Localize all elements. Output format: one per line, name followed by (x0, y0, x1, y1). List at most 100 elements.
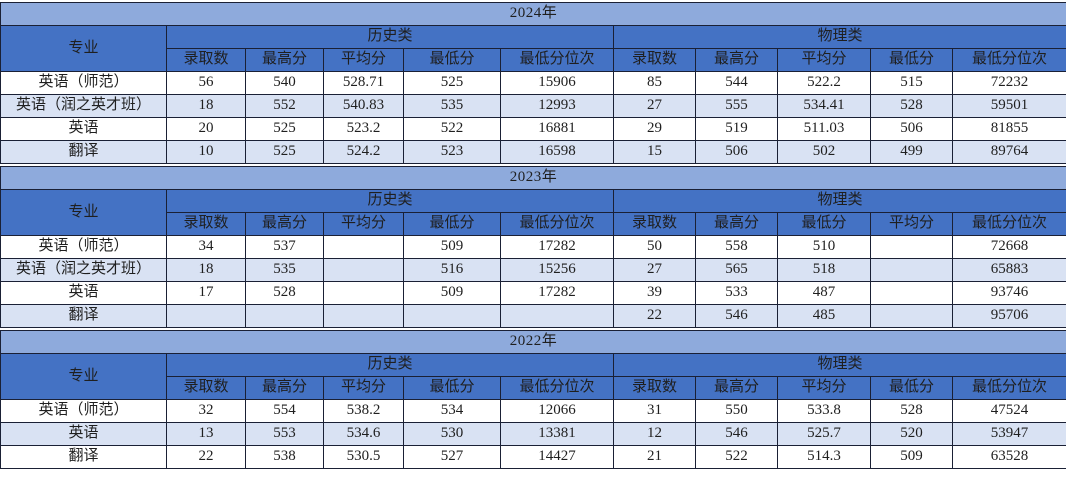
column-header: 平均分 (323, 48, 404, 72)
table-row: 英语（师范） 32 554 538.2 534 12066 31 550 533.8 528 475… (0, 399, 1066, 423)
value-cell (870, 258, 953, 282)
value-cell (323, 281, 404, 305)
value-cell: 93746 (951, 281, 1066, 305)
major-cell: 英语（师范） (0, 71, 167, 95)
value-cell: 525 (245, 117, 324, 141)
value-cell: 39 (613, 281, 696, 305)
value-cell: 72232 (951, 71, 1066, 95)
value-cell: 534.6 (323, 422, 404, 446)
group-header-row: 专业 历史类 物理类 (0, 25, 1066, 72)
major-cell: 英语（师范） (0, 399, 167, 423)
column-header: 最高分 (245, 212, 324, 236)
major-cell: 英语（润之英才班） (0, 94, 167, 118)
year-header-row: 2024年 (0, 2, 1066, 26)
table-row: 英语 20 525 523.2 522 16881 29 519 511.03 506 81855 (0, 117, 1066, 141)
value-cell: 510 (777, 235, 871, 259)
group-header-physics: 物理类 (612, 353, 1066, 377)
value-cell: 525.7 (777, 422, 871, 446)
value-cell (323, 235, 404, 259)
value-cell: 534 (403, 399, 501, 423)
value-cell: 21 (613, 445, 696, 469)
column-header: 录取数 (166, 376, 246, 400)
value-cell (323, 258, 404, 282)
group-header-history: 历史类 (166, 189, 614, 213)
value-cell: 520 (870, 422, 953, 446)
group-header-physics: 物理类 (612, 25, 1066, 49)
value-cell: 15256 (500, 258, 614, 282)
value-cell: 546 (695, 422, 778, 446)
year-section-table-2022: 2022年 专业 历史类 物理类 录取数 最高分 平均分 最低分 最低分位次 录取数 最高分 平均分最… (0, 330, 1066, 469)
value-cell: 528 (870, 94, 953, 118)
value-cell: 89764 (951, 140, 1066, 164)
column-header: 录取数 (613, 212, 696, 236)
value-cell: 32 (166, 399, 246, 423)
value-cell: 27 (613, 94, 696, 118)
group-header-history: 历史类 (166, 25, 614, 49)
value-cell: 530.5 (323, 445, 404, 469)
value-cell: 516 (403, 258, 501, 282)
value-cell: 29 (613, 117, 696, 141)
column-header: 最低分位次 (500, 212, 614, 236)
value-cell: 18 (166, 258, 246, 282)
value-cell: 485 (777, 304, 871, 328)
column-header: 平均分 (870, 212, 953, 236)
value-cell: 18 (166, 94, 246, 118)
value-cell: 502 (777, 140, 871, 164)
value-cell: 16881 (500, 117, 614, 141)
value-cell: 56 (166, 71, 246, 95)
value-cell: 514.3 (777, 445, 871, 469)
major-cell: 翻译 (0, 140, 167, 164)
value-cell: 22 (166, 445, 246, 469)
value-cell: 523 (403, 140, 501, 164)
value-cell (245, 304, 324, 328)
major-cell: 英语 (0, 281, 167, 305)
value-cell: 537 (245, 235, 324, 259)
value-cell: 27 (613, 258, 696, 282)
value-cell: 509 (403, 235, 501, 259)
value-cell: 59501 (951, 94, 1066, 118)
year-header-row: 2022年 (0, 330, 1066, 354)
column-header: 平均分 (777, 48, 871, 72)
column-header: 最高分 (695, 212, 778, 236)
value-cell: 50 (613, 235, 696, 259)
column-header: 最低分 (777, 212, 871, 236)
value-cell: 555 (695, 94, 778, 118)
table-row: 英语 17 528 509 17282 39 533 487 93746 (0, 281, 1066, 305)
value-cell: 509 (403, 281, 501, 305)
year-header-row: 2023年 (0, 166, 1066, 190)
value-cell: 523.2 (323, 117, 404, 141)
column-header: 最低分 (870, 376, 953, 400)
value-cell (403, 304, 501, 328)
value-cell: 12066 (500, 399, 614, 423)
major-column-header: 专业 (0, 189, 167, 236)
table-row: 英语 13 553 534.6 530 13381 12 546 525.7 520 53947 (0, 422, 1066, 446)
value-cell: 65883 (951, 258, 1066, 282)
table-row: 翻译 22 538 530.5 527 14427 21 522 514.3 509 63528 (0, 445, 1066, 469)
year-section-table-2023: 2023年 专业 历史类 物理类 录取数 最高分 平均分 最低分 最低分位次 录取数 最高分 最低分平… (0, 166, 1066, 328)
value-cell: 14427 (500, 445, 614, 469)
value-cell: 95706 (951, 304, 1066, 328)
value-cell: 540 (245, 71, 324, 95)
value-cell: 565 (695, 258, 778, 282)
major-cell: 英语（润之英才班） (0, 258, 167, 282)
value-cell: 550 (695, 399, 778, 423)
value-cell: 12993 (500, 94, 614, 118)
value-cell: 10 (166, 140, 246, 164)
value-cell: 509 (870, 445, 953, 469)
group-header-history: 历史类 (166, 353, 614, 377)
major-cell: 翻译 (0, 304, 167, 328)
group-header-row: 专业 历史类 物理类 (0, 353, 1066, 400)
column-header: 最低分 (403, 376, 501, 400)
value-cell: 15 (613, 140, 696, 164)
column-header: 最低分位次 (500, 376, 614, 400)
value-cell: 528 (245, 281, 324, 305)
column-header: 录取数 (613, 376, 696, 400)
column-header: 平均分 (323, 376, 404, 400)
column-header-row: 录取数 最高分 平均分 最低分 最低分位次 录取数 最高分 最低分 平均分 最低分位次 (1, 212, 1066, 236)
value-cell (870, 304, 953, 328)
value-cell: 553 (245, 422, 324, 446)
value-cell: 533.8 (777, 399, 871, 423)
value-cell: 535 (245, 258, 324, 282)
value-cell: 13 (166, 422, 246, 446)
value-cell: 534.41 (777, 94, 871, 118)
